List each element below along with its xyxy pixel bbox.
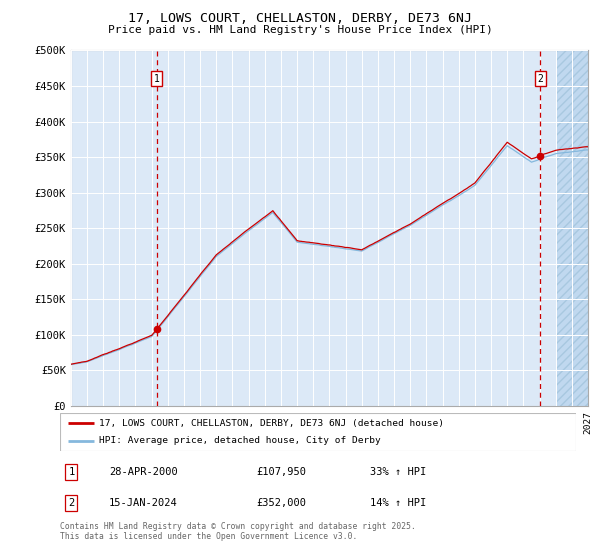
Bar	[556, 50, 588, 406]
Text: 17, LOWS COURT, CHELLASTON, DERBY, DE73 6NJ (detached house): 17, LOWS COURT, CHELLASTON, DERBY, DE73 …	[98, 418, 444, 427]
Text: £107,950: £107,950	[256, 467, 306, 477]
Text: 1: 1	[68, 467, 74, 477]
FancyBboxPatch shape	[60, 413, 576, 451]
Text: 28-APR-2000: 28-APR-2000	[109, 467, 178, 477]
Text: 2: 2	[68, 498, 74, 507]
Text: Price paid vs. HM Land Registry's House Price Index (HPI): Price paid vs. HM Land Registry's House …	[107, 25, 493, 35]
Text: 2: 2	[537, 74, 543, 84]
Text: 17, LOWS COURT, CHELLASTON, DERBY, DE73 6NJ: 17, LOWS COURT, CHELLASTON, DERBY, DE73 …	[128, 12, 472, 25]
Text: 15-JAN-2024: 15-JAN-2024	[109, 498, 178, 507]
Bar	[556, 50, 588, 406]
Text: £352,000: £352,000	[256, 498, 306, 507]
Text: 14% ↑ HPI: 14% ↑ HPI	[370, 498, 426, 507]
Text: 1: 1	[154, 74, 160, 84]
Text: 33% ↑ HPI: 33% ↑ HPI	[370, 467, 426, 477]
Text: Contains HM Land Registry data © Crown copyright and database right 2025.
This d: Contains HM Land Registry data © Crown c…	[60, 522, 416, 542]
Text: HPI: Average price, detached house, City of Derby: HPI: Average price, detached house, City…	[98, 436, 380, 445]
